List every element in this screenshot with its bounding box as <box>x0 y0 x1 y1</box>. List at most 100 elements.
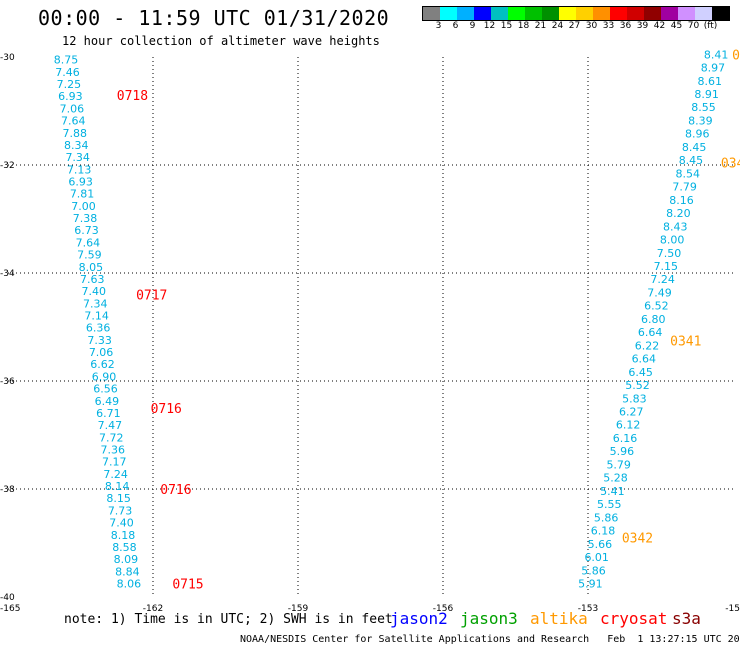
wave-height-value: 5.55 <box>597 498 622 511</box>
wave-height-value: 5.79 <box>606 458 631 471</box>
wave-height-value: 6.01 <box>584 551 609 564</box>
satellite-label-jason2: jason2 <box>390 609 448 628</box>
wave-height-value: 6.62 <box>90 358 115 371</box>
wave-height-value: 7.40 <box>109 517 134 530</box>
wave-height-value: 7.06 <box>60 102 85 115</box>
y-tick-label: -36 <box>0 377 15 387</box>
wave-height-value: 8.84 <box>115 565 140 578</box>
wave-height-value: 6.49 <box>95 395 120 408</box>
wave-height-value: 7.46 <box>55 66 80 79</box>
legend-labels: 3 6 9 12 15 18 21 24 27 30 33 36 39 42 45 70 (ft) <box>430 21 730 31</box>
wave-height-value: 6.18 <box>591 525 616 538</box>
wave-height-value: 7.81 <box>70 188 95 201</box>
chart-title: 00:00 - 11:59 UTC 01/31/2020 <box>38 6 390 30</box>
wave-height-value: 8.05 <box>79 261 104 274</box>
legend-swatch <box>593 7 610 20</box>
legend-swatch <box>610 7 627 20</box>
wave-height-value: 5.83 <box>622 392 647 405</box>
legend-label: 39 <box>636 21 649 31</box>
legend-swatches <box>422 6 730 21</box>
wave-height-value: 8.15 <box>106 492 131 505</box>
wave-height-value: 6.73 <box>74 224 99 237</box>
legend-label: 15 <box>500 21 513 31</box>
legend-label: 18 <box>517 21 530 31</box>
wave-height-value: 8.20 <box>666 207 691 220</box>
wave-height-value: 7.64 <box>76 236 101 249</box>
wave-height-value: 7.38 <box>73 212 98 225</box>
wave-height-value: 6.90 <box>92 370 117 383</box>
wave-height-value: 6.71 <box>96 407 121 420</box>
satellite-label-s3a: s3a <box>672 609 701 628</box>
wave-height-value: 7.06 <box>89 346 114 359</box>
time-label: 0 <box>732 48 740 63</box>
wave-height-value: 8.18 <box>111 529 136 542</box>
wave-height-value: 8.54 <box>676 167 701 180</box>
legend-swatch <box>661 7 678 20</box>
wave-height-value: 6.80 <box>641 313 666 326</box>
wave-height-value: 7.49 <box>647 286 672 299</box>
legend-swatch <box>576 7 593 20</box>
legend-label: 70 <box>687 21 700 31</box>
wave-height-value: 7.24 <box>103 468 128 481</box>
legend-swatch <box>695 7 712 20</box>
wave-height-value: 7.47 <box>98 419 123 432</box>
legend-swatch <box>644 7 661 20</box>
legend-label: 33 <box>602 21 615 31</box>
wave-height-value: 5.86 <box>594 511 619 524</box>
time-label: 0717 <box>136 289 167 304</box>
legend-label: 27 <box>568 21 581 31</box>
wave-height-value: 7.17 <box>102 456 127 469</box>
time-label: 0715 <box>172 578 203 593</box>
wave-height-value: 8.58 <box>112 541 137 554</box>
wave-height-value: 7.79 <box>672 181 697 194</box>
legend-label: 21 <box>534 21 547 31</box>
satellite-label-cryosat: cryosat <box>600 609 668 628</box>
x-tick-label: -15 <box>725 604 740 614</box>
wave-height-value: 8.91 <box>694 88 719 101</box>
wave-height-value: 5.96 <box>610 445 635 458</box>
wave-height-value: 6.22 <box>635 339 660 352</box>
y-tick-label: -34 <box>0 269 15 279</box>
wave-height-value: 7.59 <box>77 249 102 262</box>
legend-swatch <box>559 7 576 20</box>
legend-label: 12 <box>483 21 496 31</box>
x-tick-label: -156 <box>433 604 454 614</box>
legend-label: 45 <box>670 21 683 31</box>
legend-label: 24 <box>551 21 564 31</box>
wave-height-value: 8.45 <box>682 141 707 154</box>
x-tick-label: -165 <box>0 604 20 614</box>
wave-height-value: 8.96 <box>685 128 710 141</box>
legend-label: 9 <box>469 21 476 31</box>
time-label: 0718 <box>117 89 148 104</box>
footnote: note: 1) Time is in UTC; 2) SWH is in fe… <box>64 612 393 627</box>
legend-label: 36 <box>619 21 632 31</box>
wave-height-value: 6.36 <box>86 322 111 335</box>
wave-height-value: 7.24 <box>650 273 675 286</box>
wave-height-value: 8.97 <box>701 62 726 75</box>
wave-height-value: 6.45 <box>628 366 653 379</box>
wave-height-value: 7.64 <box>61 115 86 128</box>
wave-height-value: 8.39 <box>688 114 713 127</box>
wave-height-value: 7.00 <box>71 200 96 213</box>
wave-height-value: 6.52 <box>644 300 669 313</box>
wave-height-value: 6.27 <box>619 406 644 419</box>
satellite-label-jason3: jason3 <box>460 609 518 628</box>
wave-height-value: 7.15 <box>654 260 679 273</box>
legend-label: (ft) <box>703 21 718 31</box>
satellite-label-altika: altika <box>530 609 588 628</box>
wave-height-value: 5.41 <box>600 485 625 498</box>
y-tick-label: -38 <box>0 485 15 495</box>
wave-height-value: 7.40 <box>82 285 107 298</box>
wave-height-value: 8.16 <box>669 194 694 207</box>
y-tick-label: -40 <box>0 593 15 603</box>
color-scale-legend: 3 6 9 12 15 18 21 24 27 30 33 36 39 42 45 70 (ft) <box>422 6 730 31</box>
y-tick-label: -30 <box>0 53 15 63</box>
legend-swatch <box>491 7 508 20</box>
wave-height-value: 8.09 <box>114 553 139 566</box>
wave-height-value: 7.88 <box>63 127 88 140</box>
wave-height-value: 7.14 <box>84 310 109 323</box>
wave-height-value: 8.43 <box>663 220 688 233</box>
wave-height-value: 8.55 <box>691 101 716 114</box>
wave-height-value: 6.64 <box>632 353 657 366</box>
